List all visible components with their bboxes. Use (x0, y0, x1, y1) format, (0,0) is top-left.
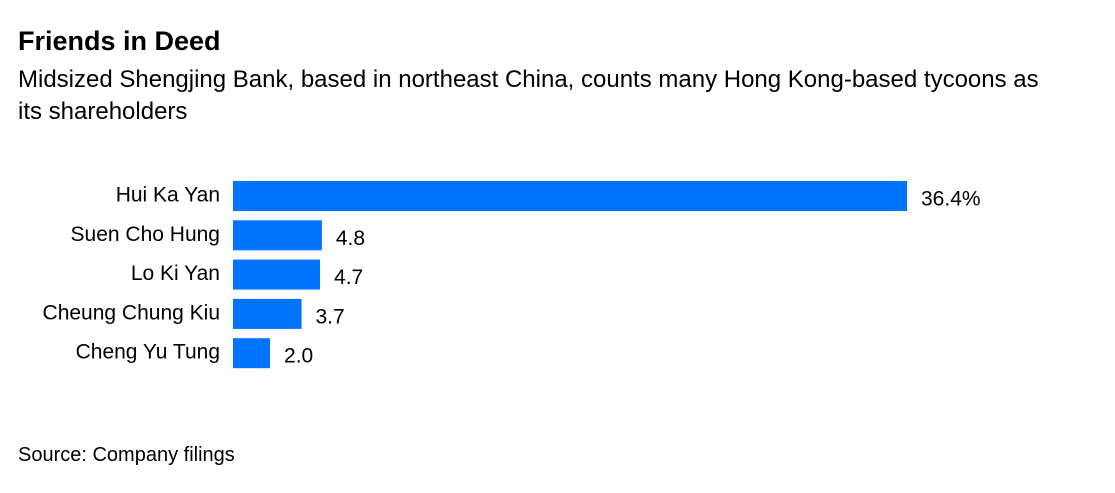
bar (233, 259, 321, 290)
value-label: 3.7 (316, 305, 345, 328)
value-label: 36.4% (921, 188, 981, 211)
value-label: 4.7 (334, 266, 363, 289)
category-label: Lo Ki Yan (131, 262, 220, 285)
bar (233, 181, 907, 211)
chart-subtitle: Midsized Shengjing Bank, based in northe… (18, 66, 1039, 125)
category-label: Cheung Chung Kiu (43, 301, 220, 324)
value-label: 4.8 (336, 227, 365, 250)
category-label: Hui Ka Yan (116, 184, 220, 207)
source-note: Source: Company filings (18, 444, 235, 466)
bar (233, 298, 302, 329)
chart-title: Friends in Deed (18, 26, 221, 56)
category-label: Cheng Yu Tung (76, 341, 220, 364)
bar (233, 338, 271, 369)
category-label: Suen Cho Hung (71, 223, 220, 246)
value-label: 2.0 (284, 345, 313, 368)
bar (233, 220, 322, 251)
